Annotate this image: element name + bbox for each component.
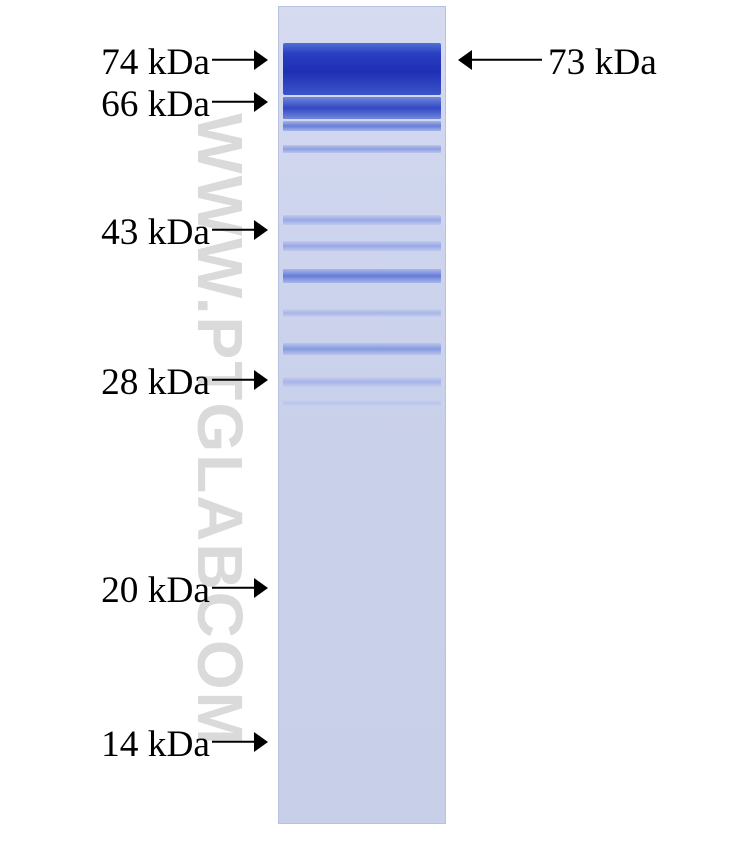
gel-band-9: [283, 377, 441, 387]
gel-band-7: [283, 309, 441, 317]
gel-band-5: [283, 241, 441, 251]
gel-figure: WWW.PTGLABCOM 74 kDa66 kDa 43 kDa 28 kDa 20…: [0, 0, 740, 842]
target-band-label: 73 kDa: [548, 41, 657, 84]
gel-lane: [278, 6, 446, 824]
gel-band-1: [283, 97, 441, 119]
gel-band-8: [283, 343, 441, 355]
gel-band-4: [283, 215, 441, 225]
gel-band-2: [283, 121, 441, 131]
gel-band-0: [283, 43, 441, 95]
marker-label-1: 66 kDa: [101, 83, 210, 126]
gel-band-6: [283, 269, 441, 283]
marker-label-5: 14 kDa: [101, 723, 210, 766]
marker-label-3: 28 kDa: [101, 361, 210, 404]
marker-label-0: 74 kDa: [101, 41, 210, 84]
marker-label-4: 20 kDa: [101, 569, 210, 612]
marker-label-2: 43 kDa: [101, 211, 210, 254]
gel-band-10: [283, 399, 441, 407]
gel-band-3: [283, 145, 441, 153]
watermark-text: WWW.PTGLABCOM: [183, 113, 257, 747]
